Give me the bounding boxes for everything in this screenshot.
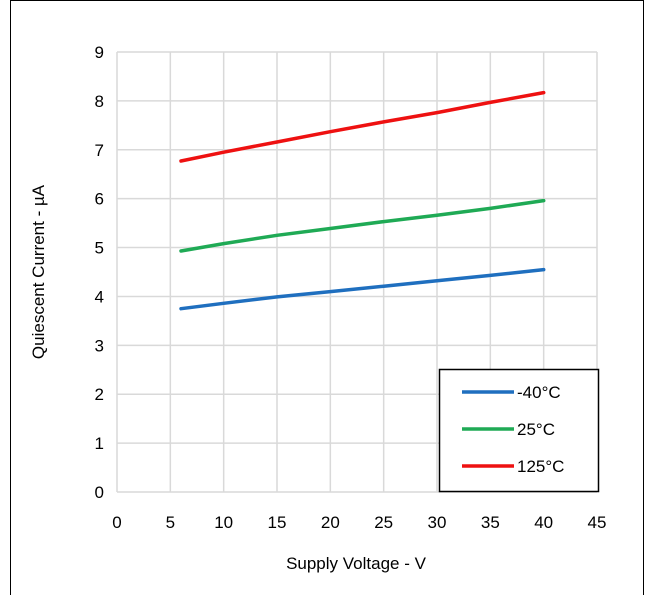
x-tick-label: 5: [166, 513, 175, 532]
chart-border: [10, 0, 644, 600]
y-tick-label: 5: [95, 239, 104, 258]
y-tick-label: 7: [95, 141, 104, 160]
series-lines: [179, 90, 546, 311]
series-line: [179, 198, 546, 253]
y-tick-label: 0: [95, 483, 104, 502]
x-tick-label: 25: [374, 513, 393, 532]
y-tick-label: 3: [95, 336, 104, 355]
x-tick-label: 15: [268, 513, 287, 532]
x-tick-labels: 0 5 10 15 20 25 30 35 40 45: [112, 513, 606, 532]
y-tick-label: 9: [95, 43, 104, 62]
series-line: [179, 267, 546, 311]
y-tick-label: 1: [95, 434, 104, 453]
legend-label: 25°C: [517, 420, 555, 439]
x-tick-label: 0: [112, 513, 121, 532]
y-tick-label: 2: [95, 385, 104, 404]
x-tick-label: 20: [321, 513, 340, 532]
y-tick-label: 4: [95, 287, 104, 306]
series-line: [179, 90, 546, 163]
legend-label: 125°C: [517, 457, 564, 476]
x-tick-label: 30: [428, 513, 447, 532]
x-tick-label: 40: [534, 513, 553, 532]
y-tick-label: 8: [95, 92, 104, 111]
y-axis-label: Quiescent Current - µA: [29, 184, 48, 359]
x-tick-label: 35: [481, 513, 500, 532]
y-tick-label: 6: [95, 190, 104, 209]
y-tick-labels: 0 1 2 3 4 5 6 7 8 9: [95, 43, 104, 502]
x-tick-label: 10: [214, 513, 233, 532]
legend-label: -40°C: [517, 383, 561, 402]
legend: -40°C 25°C 125°C: [438, 368, 600, 493]
x-axis-label: Supply Voltage - V: [286, 554, 427, 573]
x-tick-label: 45: [588, 513, 607, 532]
